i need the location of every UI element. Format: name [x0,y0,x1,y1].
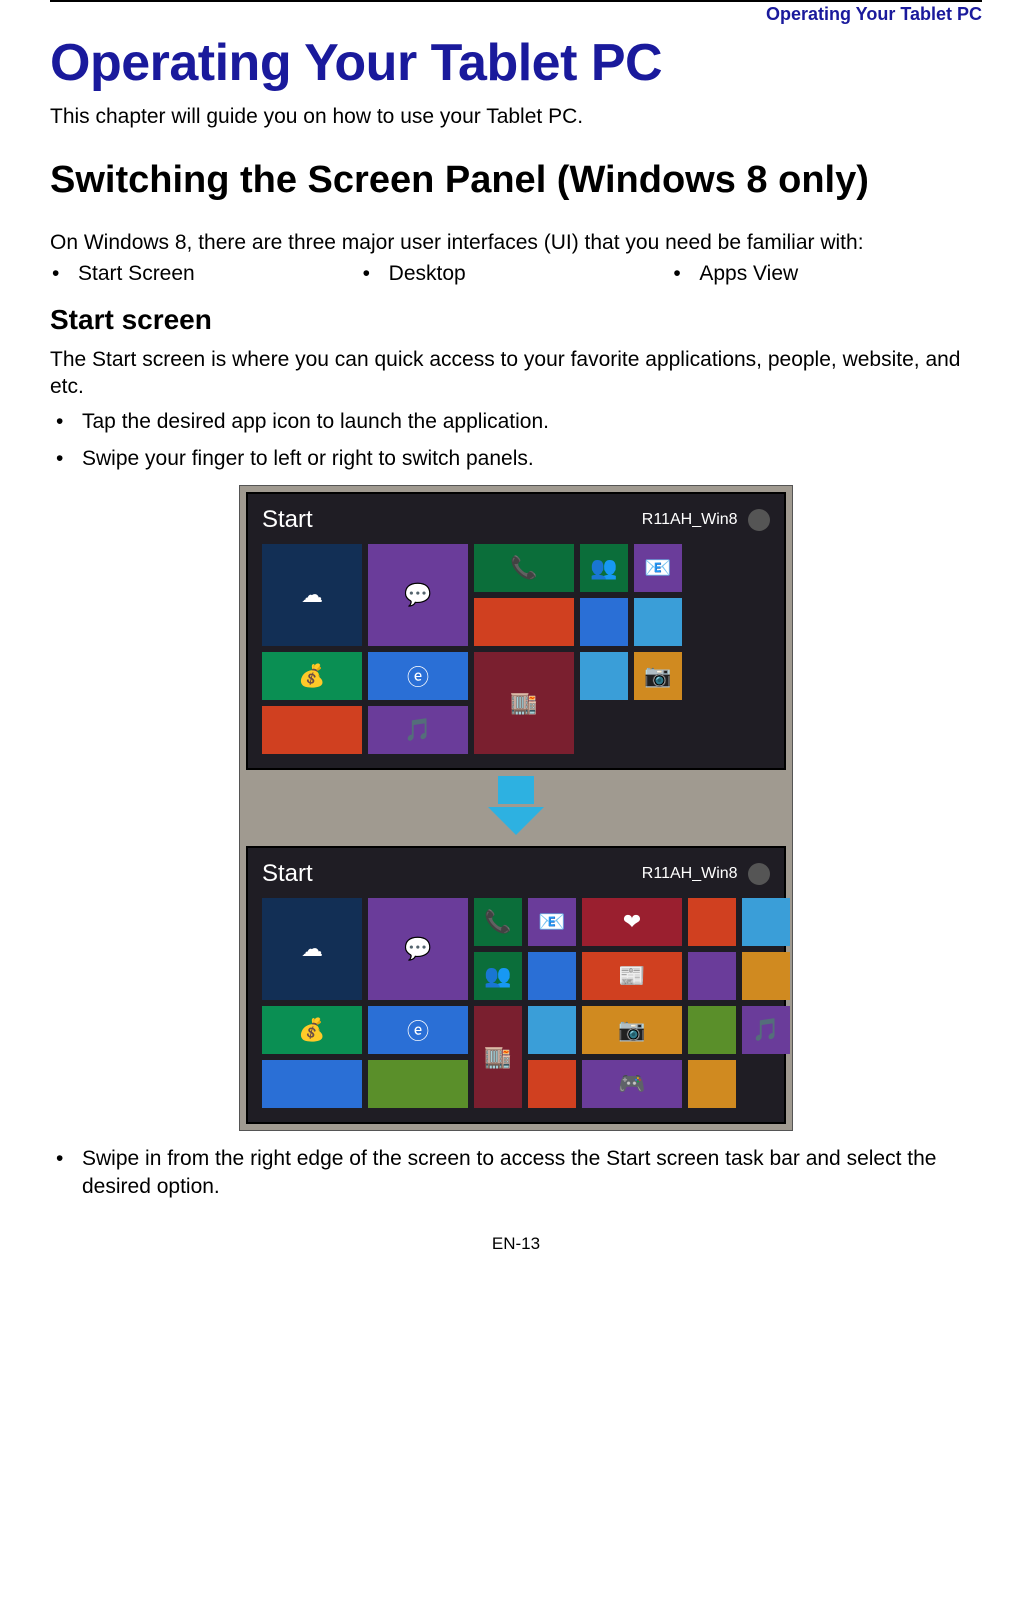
tile [580,598,628,646]
chapter-title: Operating Your Tablet PC [50,33,982,93]
list-item: Swipe in from the right edge of the scre… [50,1145,982,1202]
tile: ☁ [262,898,362,1000]
start-screen-top: Start R11AH_Win8 ☁💬📞👥📧 💰ⓔ🏬 📷 🎵 [246,492,786,770]
list-item-label: Start Screen [78,262,195,285]
screen-header: Start R11AH_Win8 [262,860,770,888]
screen-header: Start R11AH_Win8 [262,506,770,534]
ui-list: Start Screen Desktop Apps View [50,262,982,286]
tile-grid: ☁💬📞👥📧 💰ⓔ🏬 📷 🎵 [262,544,770,754]
list-item: Desktop [361,262,672,286]
tile: 🏬 [474,1006,522,1108]
tile [528,1006,576,1054]
section-body: On Windows 8, there are three major user… [50,229,982,256]
arrow-down-icon [246,776,786,840]
tile [528,952,576,1000]
list-item-label: Apps View [699,262,798,285]
bullet-list: Swipe in from the right edge of the scre… [50,1145,982,1202]
start-screen-bottom: Start R11AH_Win8 ☁💬📞📧❤👥📰💰ⓔ🏬📷🎵🎮 [246,846,786,1124]
tile [580,652,628,700]
tile: 📰 [582,952,682,1000]
section-heading: Switching the Screen Panel (Windows 8 on… [50,157,982,205]
tile [688,898,736,946]
avatar-icon [748,509,770,531]
tile [262,706,362,754]
tile [688,1006,736,1054]
screen-title: Start [262,860,313,888]
tile [742,952,790,1000]
list-item: Start Screen [50,262,361,286]
tile [634,598,682,646]
tile: ⓔ [368,1006,468,1054]
tile: ❤ [582,898,682,946]
tile: ⓔ [368,652,468,700]
subsection-heading: Start screen [50,304,982,336]
page-number: EN-13 [50,1234,982,1254]
tile: ☁ [262,544,362,646]
document-page: Operating Your Tablet PC Operating Your … [0,0,1032,1284]
tile [688,1060,736,1108]
tile [368,1060,468,1108]
tile: 🎵 [368,706,468,754]
figure-start-screens: Start R11AH_Win8 ☁💬📞👥📧💰ⓔ🏬📷🎵 Start R11A [50,485,982,1131]
tile: 📞 [474,898,522,946]
running-header: Operating Your Tablet PC [50,0,982,33]
tile: 🎮 [582,1060,682,1108]
user-label: R11AH_Win8 [642,511,738,528]
tile [742,898,790,946]
figure-frame: Start R11AH_Win8 ☁💬📞👥📧💰ⓔ🏬📷🎵 Start R11A [239,485,793,1131]
list-item-label: Swipe your finger to left or right to sw… [82,447,534,470]
tile: 📞 [474,544,574,592]
subsection-body: The Start screen is where you can quick … [50,346,982,401]
tile: 📷 [582,1006,682,1054]
tile-grid: ☁💬📞📧❤👥📰💰ⓔ🏬📷🎵🎮 [262,898,770,1108]
list-item: Apps View [671,262,982,286]
tile [262,1060,362,1108]
tile [528,1060,576,1108]
tile: 💬 [368,898,468,1000]
list-item-label: Desktop [389,262,466,285]
tile: 📧 [634,544,682,592]
tile [688,952,736,1000]
screen-title: Start [262,506,313,534]
screen-user: R11AH_Win8 [642,863,770,885]
list-item: Swipe your finger to left or right to sw… [50,445,982,473]
tile: 💰 [262,1006,362,1054]
tile: 💰 [262,652,362,700]
user-label: R11AH_Win8 [642,865,738,882]
tile: 👥 [580,544,628,592]
tile: 📧 [528,898,576,946]
bullet-list: Tap the desired app icon to launch the a… [50,408,982,473]
list-item-label: Tap the desired app icon to launch the a… [82,410,549,433]
screen-user: R11AH_Win8 [642,509,770,531]
chapter-intro: This chapter will guide you on how to us… [50,105,982,129]
avatar-icon [748,863,770,885]
list-item: Tap the desired app icon to launch the a… [50,408,982,436]
tile: 🏬 [474,652,574,754]
tile: 👥 [474,952,522,1000]
tile: 📷 [634,652,682,700]
list-item-label: Swipe in from the right edge of the scre… [82,1147,936,1198]
tile: 💬 [368,544,468,646]
running-header-text: Operating Your Tablet PC [766,4,982,24]
tile [474,598,574,646]
tile: 🎵 [742,1006,790,1054]
